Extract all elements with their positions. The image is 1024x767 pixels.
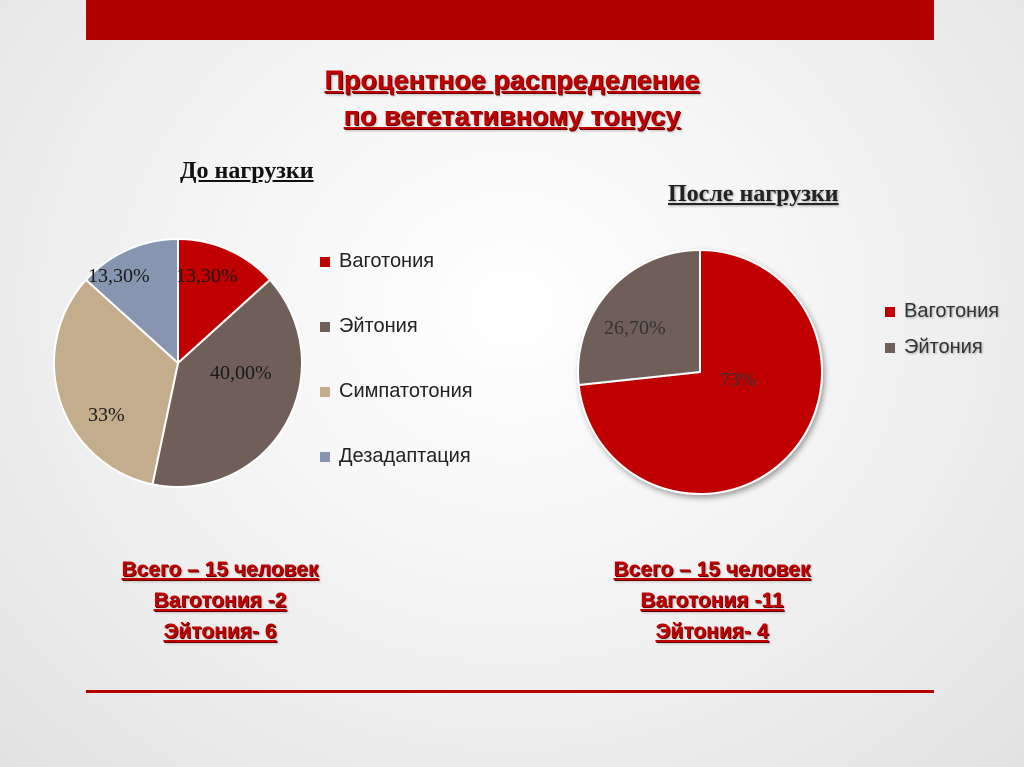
legend-swatch [320,256,330,267]
legend-label: Эйтония [339,315,418,337]
legend-swatch [320,386,330,397]
legend-item: Эйтония [885,336,983,359]
legend-item: Ваготония [885,300,999,323]
pie-data-label-2: 40,00% [210,362,272,384]
legend-item: Дезадаптация [320,445,471,468]
summary-after-eutonia: Эйтония- 4 [655,620,769,643]
legend-swatch [320,321,330,332]
pie-slice-1 [177,237,272,366]
summary-after-vagotonia: Ваготония -11 [640,589,784,612]
legend-item: Эйтония [320,315,418,338]
legend-label: Ваготония [339,250,435,272]
pie-data-label-4: 13,30% [88,265,150,287]
chart-title-after: После нагрузки [668,181,839,207]
summary-before-eutonia: Эйтония- 6 [163,620,277,643]
summary-before-vagotonia: Ваготония -2 [153,589,287,612]
legend-label: Симпатотония [339,380,473,402]
legend-swatch [885,342,895,353]
pie-chart-before: 13,30% 40,00% 33% 13,30% [53,237,303,488]
pie-data-label-3: 33% [88,404,125,426]
legend-after: Ваготония Эйтония [885,300,1024,380]
pie-data-label-1: 73% [720,369,757,391]
legend-swatch [885,306,895,317]
summary-before: Всего – 15 человек Ваготония -2 Эйтония-… [80,554,360,647]
top-accent-bar [86,0,934,40]
pie-slice-3 [53,278,180,486]
legend-swatch [320,451,330,462]
legend-label: Эйтония [904,336,983,358]
chart-title-before: До нагрузки [180,158,314,184]
pie-slice-2 [577,248,701,387]
pie-data-label-1: 13,30% [176,265,238,287]
legend-item: Симпатотония [320,380,473,403]
summary-after: Всего – 15 человек Ваготония -11 Эйтония… [572,554,852,647]
slide-title-line-2: по вегетативному тонусу [343,101,681,131]
pie-slice-2 [151,278,303,488]
legend-before: Ваготония Эйтония Симпатотония Дезадаптация [320,250,520,480]
summary-before-total: Всего – 15 человек [121,558,319,581]
slide-title-line-1: Процентное распределение [324,65,700,95]
legend-label: Ваготония [904,300,1000,322]
pie-slice-4 [84,237,179,366]
bottom-accent-rule [86,690,934,693]
pie-data-label-2: 26,70% [604,317,666,339]
summary-after-total: Всего – 15 человек [613,558,811,581]
legend-item: Ваготония [320,250,434,273]
pie-chart-after: 73% 26,70% [577,248,823,495]
legend-label: Дезадаптация [339,445,471,467]
slide-title: Процентное распределение по вегетативном… [0,62,1024,134]
